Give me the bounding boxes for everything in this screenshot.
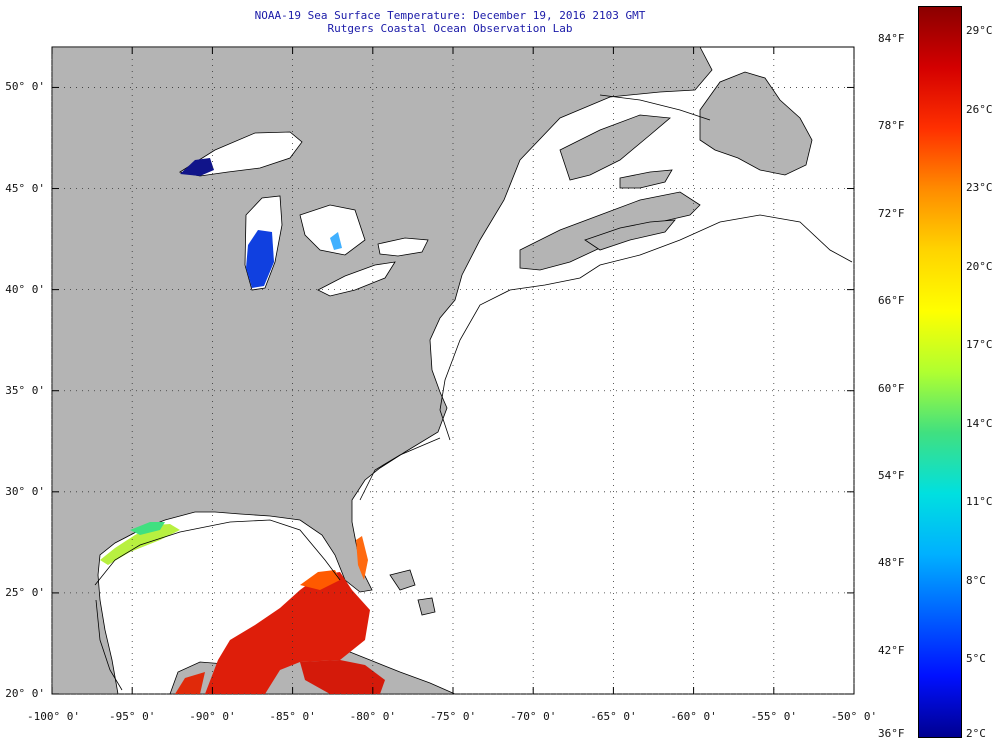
axis-ticks [51, 47, 855, 695]
colorbar-celsius-label: 26°C [966, 102, 993, 116]
colorbar-celsius-label: 8°C [966, 573, 986, 587]
gulf-orange-sst [300, 570, 340, 590]
lon-tick-label: -70° 0' [510, 710, 557, 723]
lon-tick-label: -80° 0' [349, 710, 396, 723]
colorbar-fahrenheit-label: 60°F [878, 381, 905, 395]
cuba-north-sst [300, 660, 385, 694]
lake-michigan-sst [246, 230, 274, 288]
colorbar-fahrenheit-label: 48°F [878, 556, 905, 570]
colorbar-fahrenheit-label: 36°F [878, 727, 905, 740]
texas-coast-cool-sst [130, 522, 165, 535]
lat-tick-label: 50° 0' [5, 80, 45, 94]
map-title: NOAA-19 Sea Surface Temperature: Decembe… [254, 9, 646, 22]
lon-tick-label: -95° 0' [109, 710, 156, 723]
colorbar-fahrenheit-label: 66°F [878, 294, 905, 308]
lat-tick-label: 40° 0' [5, 282, 45, 296]
colorbar-fahrenheit-label: 42°F [878, 643, 905, 657]
sst-colorbar [918, 6, 962, 738]
lon-tick-label: -85° 0' [269, 710, 316, 723]
lat-tick-label: 30° 0' [5, 484, 45, 498]
lake-superior-sst [180, 158, 214, 176]
colorbar-fahrenheit-label: 72°F [878, 206, 905, 220]
colorbar-fahrenheit-label: 54°F [878, 468, 905, 482]
colorbar-celsius-label: 11°C [966, 495, 993, 509]
map-subtitle: Rutgers Coastal Ocean Observation Lab [327, 22, 573, 35]
lat-tick-label: 35° 0' [5, 383, 45, 397]
colorbar-fahrenheit-label: 84°F [878, 32, 905, 45]
florida-east-sst [356, 536, 368, 580]
colorbar-celsius-label: 2°C [966, 727, 986, 740]
lon-tick-label: -100° 0' [27, 710, 80, 723]
gulf-warm-sst [205, 572, 370, 694]
lat-tick-label: 45° 0' [5, 181, 45, 195]
colorbar-celsius-label: 5°C [966, 652, 986, 666]
isobath-600ft [94, 94, 853, 691]
lon-tick-label: -75° 0' [429, 710, 477, 723]
lon-tick-label: -55° 0' [750, 710, 797, 723]
colorbar-celsius-label: 20°C [966, 259, 993, 273]
lat-tick-label: 20° 0' [5, 687, 45, 700]
lat-tick-label: 25° 0' [5, 585, 45, 599]
lon-tick-label: -50° 0' [830, 710, 878, 723]
lon-tick-label: -90° 0' [189, 710, 236, 723]
colorbar-celsius-label: 23°C [966, 181, 993, 195]
texas-coast-sst [100, 524, 180, 565]
colorbar-celsius-label: 17°C [966, 338, 993, 352]
colorbar-celsius-label: 29°C [966, 24, 993, 37]
lake-huron-sst [330, 232, 342, 250]
colorbar-celsius-label: 14°C [966, 416, 993, 430]
map-title-block: NOAA-19 Sea Surface Temperature: Decembe… [0, 9, 900, 35]
yucatan-channel-sst [175, 672, 205, 694]
colorbar-fahrenheit-label: 78°F [878, 119, 905, 133]
lon-tick-label: -60° 0' [670, 710, 717, 723]
lon-tick-label: -65° 0' [590, 710, 637, 723]
